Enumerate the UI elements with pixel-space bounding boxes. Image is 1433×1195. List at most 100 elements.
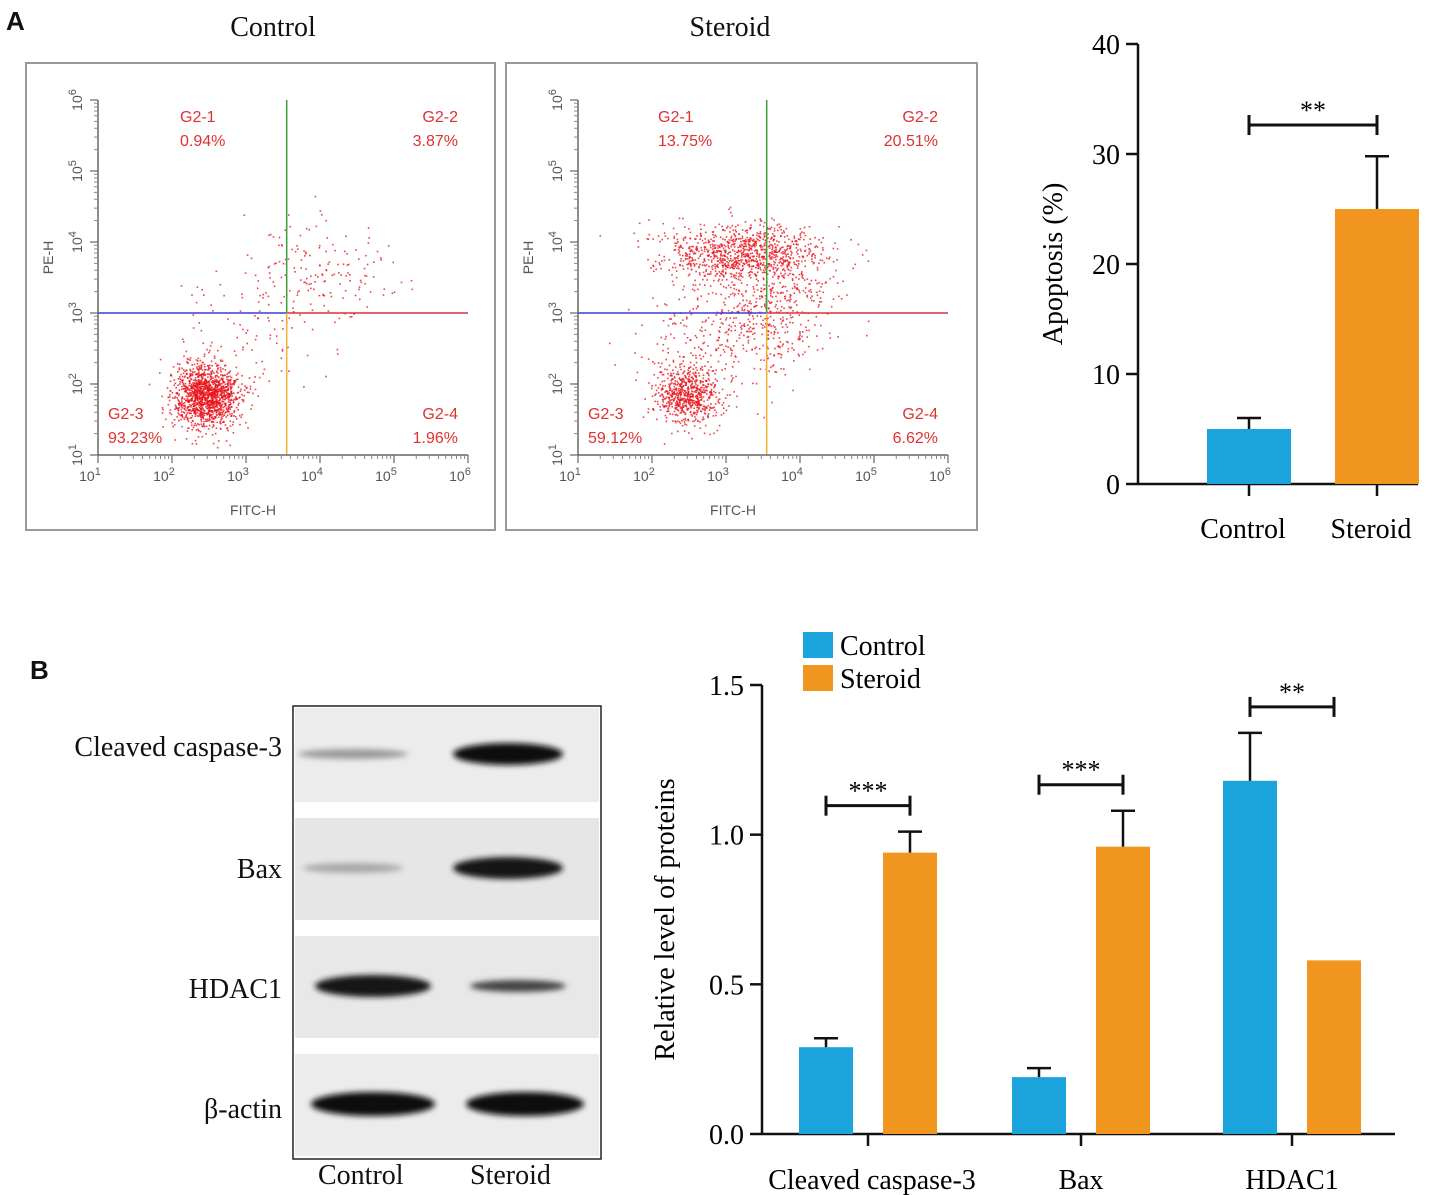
y-tick-label: 0.5 [709,970,744,1001]
scatter-points [599,206,870,445]
blot-band [466,1092,584,1116]
x-tick-label: 101 [79,466,101,484]
legend-label-control: Control [840,631,926,662]
flow-x-axis-label: FITC-H [710,502,756,518]
legend-swatch-control [803,632,833,658]
blot-band [453,857,563,879]
x-tick-label: 103 [707,466,729,484]
blot-band [453,743,563,765]
quadrant-percent-label: 6.62% [893,430,938,447]
blot-band [315,975,431,997]
quadrant-percent-label: 93.23% [108,430,162,447]
blot-lane-label-steroid: Steroid [470,1160,551,1191]
blot-strip-2 [295,936,599,1038]
y-tick-label: 103 [547,302,565,324]
quadrant-gate-label: G2-3 [588,406,624,423]
bar-steroid [1096,846,1150,1134]
significance-label: ** [1300,96,1326,125]
blot-row-label-bax: Bax [236,854,282,885]
blot-lane-label-control: Control [318,1160,404,1191]
bar-steroid [1335,209,1419,484]
blot-row-label-beta-actin: β-actin [204,1094,282,1125]
panel-b-label: B [30,655,49,685]
y-tick-label: 102 [547,373,565,395]
y-tick-label: 103 [67,302,85,324]
x-tick-label: 102 [153,466,175,484]
x-tick-label: 106 [929,466,951,484]
significance-label: *** [849,777,888,806]
legend-label-steroid: Steroid [840,664,921,695]
bar-steroid [1307,960,1361,1134]
y-tick-label: 106 [547,89,565,111]
x-tick-label: 105 [855,466,877,484]
blot-strip-3 [295,1054,599,1156]
x-tick-label: 106 [449,466,471,484]
bar-control [1012,1077,1066,1134]
panel-a-label: A [6,6,25,36]
y-tick-label: 101 [67,444,85,466]
y-tick-label: 106 [67,89,85,111]
western-blot-image [292,705,602,1160]
x-tick-label: 105 [375,466,397,484]
flow-plot-steroid-frame [505,62,978,531]
x-tick-label: Cleaved caspase-3 [768,1165,976,1195]
flow-plot-control-frame [25,62,496,531]
x-tick-label: 101 [559,466,581,484]
y-tick-label: 1.0 [709,821,744,852]
y-tick-label: 101 [547,444,565,466]
y-tick-label: 10 [1092,360,1120,391]
quadrant-percent-label: 0.94% [180,133,225,150]
quadrant-percent-label: 3.87% [413,133,458,150]
x-tick-label: 104 [301,466,323,484]
y-axis-label: Apoptosis (%) [1038,183,1069,346]
x-tick-label: Steroid [1331,514,1412,545]
y-tick-label: 104 [67,231,85,253]
bar-steroid [883,852,937,1134]
y-tick-label: 40 [1092,30,1120,61]
quadrant-gate-label: G2-2 [902,109,938,126]
y-tick-label: 105 [547,160,565,182]
x-tick-label: 102 [633,466,655,484]
y-tick-label: 102 [67,373,85,395]
protein-level-bar-chart: 0.0 0.5 1.0 1.5 Relative level of proteins Co… [650,631,1395,1195]
flow-y-axis-label: PE-H [520,241,536,274]
blot-strip-0 [295,708,599,802]
x-tick-label: Control [1200,514,1286,545]
legend-swatch-steroid [803,665,833,691]
blot-strip-1 [295,818,599,920]
x-tick-label: Bax [1058,1165,1103,1195]
bar-control [1223,780,1277,1134]
y-axis-label: Relative level of proteins [650,778,681,1060]
flow-y-axis-label: PE-H [40,241,56,274]
apoptosis-bar-chart: 0 10 20 30 40 Apoptosis (%) Control Steroid ** [1038,30,1419,545]
quadrant-percent-label: 59.12% [588,430,642,447]
quadrant-percent-label: 1.96% [413,430,458,447]
x-tick-label: 103 [227,466,249,484]
blot-band [298,749,408,759]
quadrant-gate-label: G2-1 [180,109,216,126]
scatter-points [148,195,414,449]
y-tick-label: 1.5 [709,671,744,702]
blot-band [303,863,403,873]
quadrant-gate-label: G2-3 [108,406,144,423]
quadrant-gate-label: G2-4 [902,406,938,423]
blot-band [311,1092,435,1116]
blot-row-label-hdac1: HDAC1 [188,974,282,1005]
y-tick-label: 20 [1092,250,1120,281]
x-tick-label: 104 [781,466,803,484]
blot-row-label-cleaved-caspase-3: Cleaved caspase-3 [74,732,282,763]
flow-title-steroid: Steroid [689,12,771,43]
flow-title-control: Control [230,12,316,43]
quadrant-gate-label: G2-4 [422,406,458,423]
quadrant-gate-label: G2-2 [422,109,458,126]
flow-x-axis-label: FITC-H [230,502,276,518]
bar-control [799,1047,853,1134]
quadrant-percent-label: 20.51% [884,133,938,150]
quadrant-percent-label: 13.75% [658,133,712,150]
significance-label: ** [1279,678,1305,707]
y-tick-label: 0.0 [709,1120,744,1151]
quadrant-gate-label: G2-1 [658,109,694,126]
y-tick-label: 104 [547,231,565,253]
